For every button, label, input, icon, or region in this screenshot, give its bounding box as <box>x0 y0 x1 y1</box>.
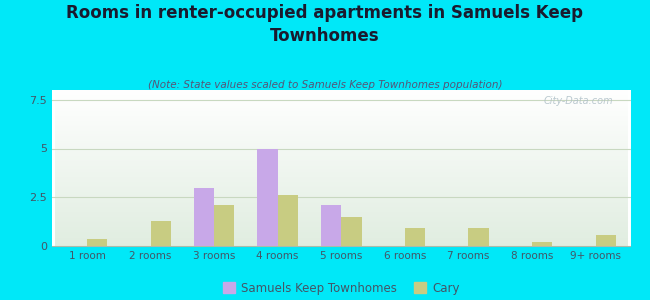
Bar <box>469 229 489 246</box>
Bar <box>532 242 552 246</box>
Bar <box>214 205 235 246</box>
Text: City-Data.com: City-Data.com <box>543 96 613 106</box>
Bar <box>321 205 341 246</box>
Text: (Note: State values scaled to Samuels Keep Townhomes population): (Note: State values scaled to Samuels Ke… <box>148 80 502 89</box>
Text: Rooms in renter-occupied apartments in Samuels Keep
Townhomes: Rooms in renter-occupied apartments in S… <box>66 4 584 45</box>
Bar <box>194 188 214 246</box>
Bar <box>341 217 361 246</box>
Bar <box>595 235 616 246</box>
Legend: Samuels Keep Townhomes, Cary: Samuels Keep Townhomes, Cary <box>218 277 464 299</box>
Bar <box>405 229 425 246</box>
Bar <box>278 195 298 246</box>
Bar <box>257 148 278 246</box>
Bar <box>87 239 107 246</box>
Bar <box>151 221 171 246</box>
